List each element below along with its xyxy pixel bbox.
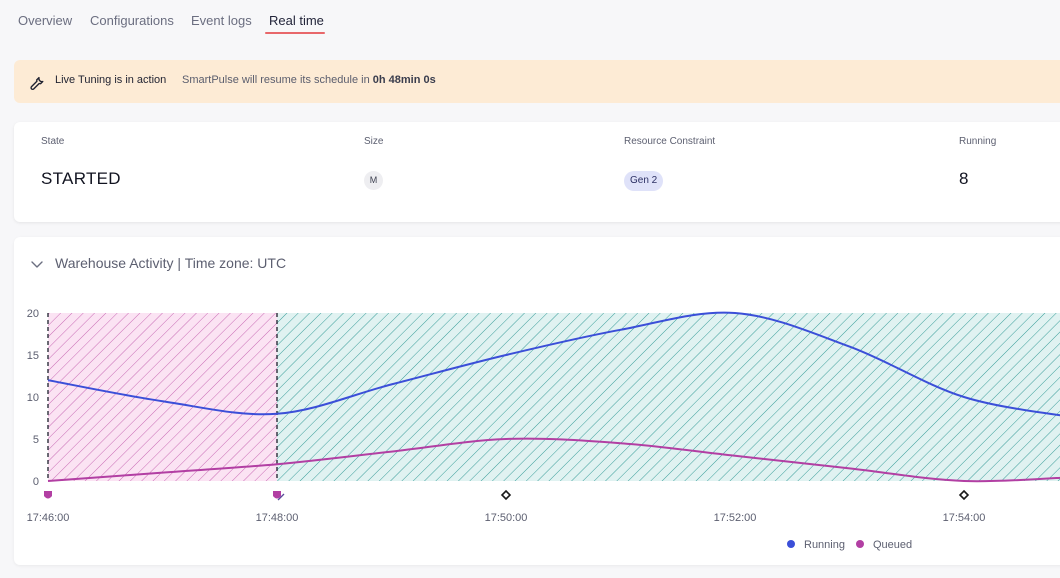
- running-label: Running: [959, 136, 997, 147]
- y-tick-label: 10: [27, 392, 39, 404]
- x-tick-label: 17:54:00: [943, 512, 986, 524]
- y-tick-label: 15: [27, 350, 39, 362]
- live-tuning-banner: Live Tuning is in action SmartPulse will…: [14, 60, 1060, 103]
- size-badge: M: [364, 171, 383, 190]
- y-tick-label: 20: [27, 308, 39, 320]
- active-tab-indicator: [265, 32, 325, 34]
- series-line-running: [47, 311, 1060, 417]
- running-value: 8: [959, 169, 969, 188]
- tab-configurations[interactable]: Configurations: [90, 13, 174, 28]
- banner-title: Live Tuning is in action: [55, 74, 167, 86]
- state-label: State: [41, 136, 65, 147]
- legend-dot-queued: [856, 540, 864, 548]
- activity-region: [277, 313, 1060, 481]
- x-tick-label: 17:52:00: [714, 512, 757, 524]
- activity-heading: Warehouse Activity | Time zone: UTC: [55, 255, 287, 271]
- warehouse-activity-panel: Warehouse Activity | Time zone: UTC 0 5 10…: [14, 237, 1060, 565]
- tab-event-logs[interactable]: Event logs: [191, 13, 252, 28]
- chevron-down-icon[interactable]: [30, 257, 44, 271]
- wrench-icon: [30, 76, 44, 91]
- size-label: Size: [364, 136, 384, 147]
- activity-region: [48, 313, 277, 481]
- diamond-marker-icon: [500, 489, 512, 501]
- legend-label-running: Running: [804, 539, 845, 551]
- x-tick-label: 17:48:00: [256, 512, 299, 524]
- resource-constraint-label: Resource Constraint: [624, 136, 716, 147]
- tab-real-time[interactable]: Real time: [269, 13, 324, 28]
- warehouse-summary-card: State STARTED Size M Resource Constraint…: [14, 122, 1060, 222]
- tab-bar: Overview Configurations Event logs Real …: [0, 0, 1060, 40]
- x-tick-label: 17:46:00: [27, 512, 70, 524]
- y-tick-label: 5: [33, 434, 39, 446]
- series-line-queued: [47, 437, 1060, 483]
- legend-dot-running: [787, 540, 795, 548]
- shield-marker-icon: [44, 491, 52, 499]
- shield-marker-icon: [273, 491, 281, 499]
- legend-label-queued: Queued: [873, 539, 912, 551]
- banner-message: SmartPulse will resume its schedule in 0…: [182, 74, 436, 86]
- countdown: 0h 48min 0s: [372, 74, 436, 86]
- diamond-marker-icon: [958, 489, 970, 501]
- tab-overview[interactable]: Overview: [18, 13, 73, 28]
- resource-constraint-badge: Gen 2: [624, 171, 664, 191]
- state-value: STARTED: [41, 169, 121, 188]
- x-tick-label: 17:50:00: [485, 512, 528, 524]
- y-tick-label: 0: [33, 476, 39, 488]
- edit-pencil-icon: [277, 493, 285, 501]
